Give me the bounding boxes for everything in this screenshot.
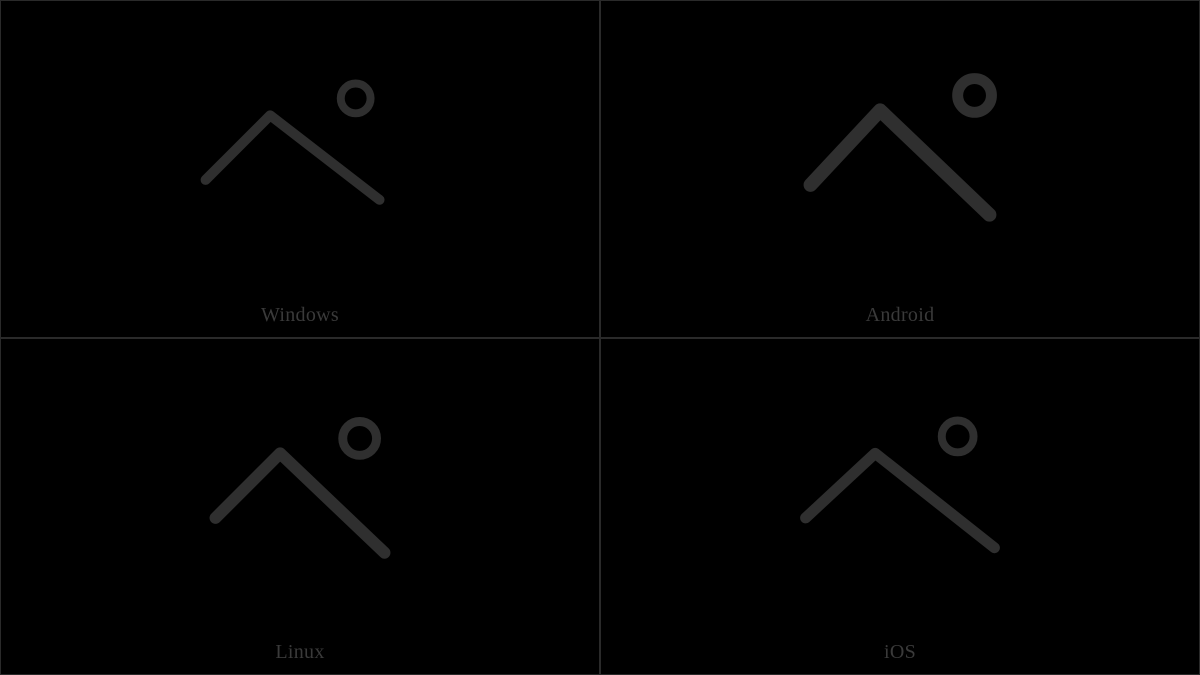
handakuten-ring bbox=[958, 79, 992, 113]
platform-label: Android bbox=[866, 304, 935, 327]
caret-stroke bbox=[206, 115, 380, 199]
caret-stroke bbox=[806, 453, 995, 547]
platform-label: Linux bbox=[275, 641, 324, 664]
glyph-windows bbox=[1, 1, 599, 337]
pe-glyph-svg bbox=[1, 339, 599, 675]
glyph-linux bbox=[1, 339, 599, 675]
platform-label: iOS bbox=[884, 641, 916, 664]
pe-glyph-svg bbox=[1, 1, 599, 337]
handakuten-ring bbox=[942, 420, 974, 452]
cell-android: Android bbox=[600, 0, 1200, 338]
caret-stroke bbox=[811, 110, 990, 214]
glyph-android bbox=[601, 1, 1199, 337]
pe-glyph-svg bbox=[601, 339, 1199, 675]
pe-glyph-svg bbox=[601, 1, 1199, 337]
cell-linux: Linux bbox=[0, 338, 600, 675]
caret-stroke bbox=[216, 453, 385, 552]
handakuten-ring bbox=[343, 421, 377, 455]
cell-ios: iOS bbox=[600, 338, 1200, 675]
glyph-ios bbox=[601, 339, 1199, 675]
handakuten-ring bbox=[341, 84, 371, 114]
platform-label: Windows bbox=[261, 304, 339, 327]
cell-windows: Windows bbox=[0, 0, 600, 338]
